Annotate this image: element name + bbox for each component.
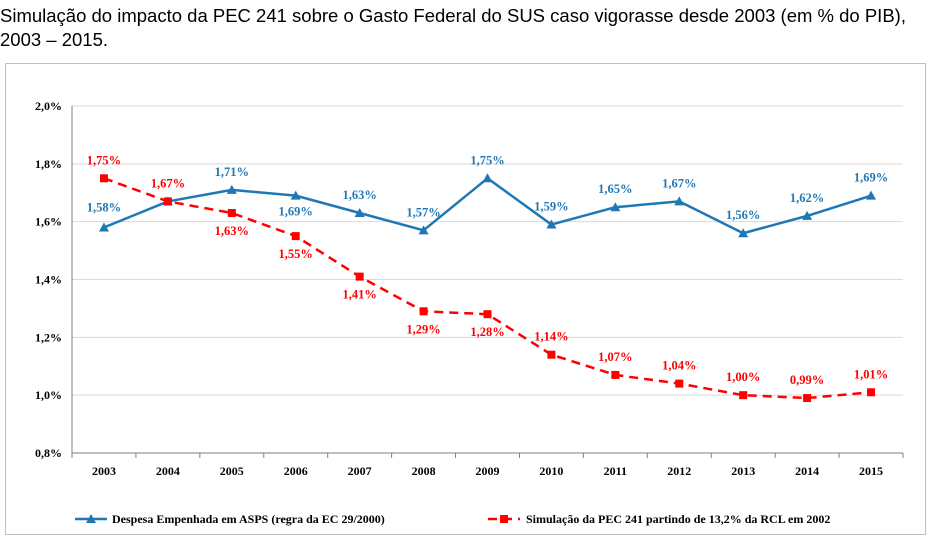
x-tick-label: 2015 (859, 464, 883, 478)
data-labels: 1,58% 1,71% 1,69% 1,63% 1,57% 1,75% 1,59% 1,65%… (87, 153, 888, 387)
x-tick-label: 2007 (348, 464, 372, 478)
data-label: 1,75% (470, 153, 504, 167)
data-point-marker (739, 391, 748, 400)
x-tick-label: 2010 (539, 464, 563, 478)
data-label: 1,29% (406, 322, 440, 336)
data-point-marker (738, 228, 749, 238)
y-axis: 0,8% 1,0% 1,2% 1,4% 1,6% 1,8% 2,0% (35, 99, 73, 460)
data-label: 1,62% (790, 191, 824, 205)
data-label: 1,57% (406, 205, 440, 219)
data-point-marker (803, 394, 812, 403)
data-point-marker (483, 310, 492, 319)
x-tick-label: 2012 (667, 464, 691, 478)
data-label: 1,55% (279, 247, 313, 261)
data-label: 1,01% (854, 367, 888, 381)
y-tick-label: 1,0% (35, 388, 62, 402)
legend-marker (86, 514, 96, 523)
data-point-marker (867, 388, 876, 397)
data-point-marker (482, 173, 493, 183)
data-point-marker (546, 219, 557, 229)
data-label: 1,41% (342, 288, 376, 302)
gridlines (72, 105, 903, 396)
y-tick-label: 1,6% (35, 215, 62, 229)
x-tick-label: 2013 (731, 464, 755, 478)
y-tick-label: 0,8% (35, 446, 62, 460)
data-point-marker (675, 379, 684, 388)
data-label: 1,59% (534, 200, 568, 214)
data-point-marker (419, 307, 428, 316)
x-tick-label: 2014 (795, 464, 819, 478)
data-point-marker (418, 225, 429, 235)
data-label: 1,14% (534, 330, 568, 344)
data-label: 1,63% (215, 224, 249, 238)
data-point-marker (355, 272, 364, 281)
y-tick-label: 1,2% (35, 330, 62, 344)
x-tick-label: 2011 (604, 464, 627, 478)
x-tick-label: 2003 (92, 464, 116, 478)
x-tick-label: 2009 (476, 464, 500, 478)
data-point-marker (226, 184, 237, 194)
chart-frame (5, 63, 926, 535)
data-label: 1,28% (470, 325, 504, 339)
legend: Despesa Empenhada em ASPS (regra da EC 2… (75, 512, 830, 526)
data-point-marker (163, 197, 172, 206)
x-tick-label: 2004 (156, 464, 180, 478)
data-point-marker (802, 210, 813, 220)
chart-title: Simulação do impacto da PEC 241 sobre o … (0, 5, 906, 50)
data-label: 1,56% (726, 208, 760, 222)
data-label: 1,67% (151, 176, 185, 190)
data-label: 1,71% (215, 165, 249, 179)
legend-marker (500, 515, 508, 523)
data-label: 1,67% (662, 176, 696, 190)
data-point-marker (290, 190, 301, 200)
data-point-marker (866, 190, 877, 200)
x-axis: 2003 2004 2005 2006 2007 2008 2009 2010 2011 2012… (71, 452, 904, 478)
data-label: 1,65% (598, 182, 632, 196)
data-point-marker (674, 196, 685, 206)
data-label: 0,99% (790, 373, 824, 387)
data-label: 1,04% (662, 359, 696, 373)
legend-label: Simulação da PEC 241 partindo de 13,2% d… (526, 512, 830, 526)
x-tick-label: 2006 (284, 464, 308, 478)
data-point-marker (227, 208, 236, 217)
y-tick-label: 1,4% (35, 273, 62, 287)
data-label: 1,75% (87, 153, 121, 167)
data-label: 1,63% (342, 188, 376, 202)
data-label: 1,00% (726, 370, 760, 384)
data-label: 1,69% (854, 171, 888, 185)
data-point-marker (611, 370, 620, 379)
data-point-marker (98, 222, 109, 232)
data-label: 1,58% (87, 200, 121, 214)
data-point-marker (354, 207, 365, 217)
x-tick-label: 2008 (412, 464, 436, 478)
y-tick-label: 1,8% (35, 157, 62, 171)
y-tick-label: 2,0% (35, 99, 62, 113)
data-point-marker (610, 202, 621, 212)
series-markers (98, 173, 877, 403)
data-label: 1,07% (598, 350, 632, 364)
data-point-marker (291, 232, 300, 241)
data-label: 1,69% (279, 205, 313, 219)
data-point-marker (99, 174, 108, 183)
x-tick-label: 2005 (220, 464, 244, 478)
data-point-marker (547, 350, 556, 359)
legend-label: Despesa Empenhada em ASPS (regra da EC 2… (112, 512, 385, 526)
